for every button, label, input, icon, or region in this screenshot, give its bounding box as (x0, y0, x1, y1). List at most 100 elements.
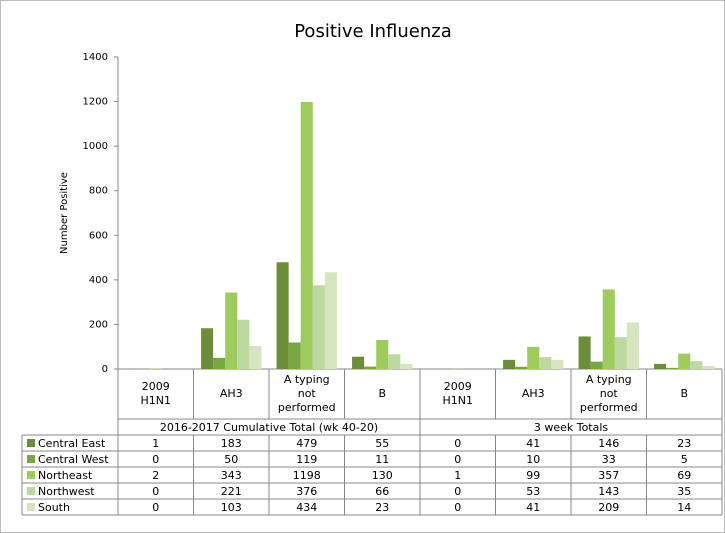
table-value: 66 (375, 485, 389, 498)
table-value: 146 (598, 437, 619, 450)
table-value: 0 (454, 501, 461, 514)
table-value: 11 (375, 453, 389, 466)
table-value: 376 (296, 485, 317, 498)
x-tick-label: B (680, 387, 689, 400)
table-value: 1 (152, 437, 159, 450)
table-value: 0 (152, 501, 159, 514)
bar (539, 357, 552, 369)
category-cell: AH3 (219, 387, 243, 400)
legend-swatch (27, 487, 35, 495)
category-cell: 2009 H1N1 (140, 380, 172, 407)
y-tick-label: 200 (89, 319, 108, 330)
bar (527, 346, 540, 369)
x-tick-label: AH3 (521, 387, 545, 400)
y-axis-label: Number Positive (59, 172, 70, 254)
x-tick-label: A typing not performed (277, 373, 336, 414)
table-value: 41 (526, 501, 540, 514)
category-cell: A typing not performed (277, 373, 336, 414)
bar (364, 366, 377, 369)
category-cell: 2009 H1N1 (443, 380, 474, 407)
bar (578, 336, 591, 369)
group-label: 2016-2017 Cumulative Total (wk 40-20) (160, 421, 378, 434)
legend-swatch (27, 455, 35, 463)
table-value: 0 (454, 437, 461, 450)
legend-label: Northeast (38, 469, 93, 482)
y-tick-label: 400 (89, 275, 108, 286)
table-value: 183 (221, 437, 242, 450)
legend-label: South (38, 501, 70, 514)
table-value: 69 (677, 469, 691, 482)
chart-title: Positive Influenza (294, 21, 452, 42)
y-tick-label: 1200 (83, 97, 108, 108)
table-value: 0 (152, 485, 159, 498)
table-value: 0 (454, 485, 461, 498)
bar (690, 361, 703, 369)
legend-swatch (27, 503, 35, 511)
table-value: 14 (677, 501, 691, 514)
bar (376, 340, 389, 369)
table-value: 1198 (293, 469, 321, 482)
bar (666, 367, 679, 369)
bar (551, 359, 564, 369)
bar (288, 342, 301, 369)
table-value: 434 (296, 501, 317, 514)
table-value: 35 (677, 485, 691, 498)
table-value: 0 (454, 453, 461, 466)
category-cell: A typing not performed (580, 373, 638, 414)
table-value: 50 (224, 453, 238, 466)
table-value: 479 (296, 437, 317, 450)
y-tick-label: 0 (102, 364, 108, 375)
y-tick-label: 1000 (83, 141, 108, 152)
category-cell: B (680, 387, 689, 400)
bar (503, 359, 516, 369)
table-value: 23 (677, 437, 691, 450)
group-label: 3 week Totals (534, 421, 609, 434)
table-value: 41 (526, 437, 540, 450)
bar (213, 357, 226, 369)
table-value: 119 (296, 453, 317, 466)
bar (312, 285, 325, 369)
table-value: 55 (375, 437, 389, 450)
bar (201, 328, 214, 369)
bar (590, 361, 603, 369)
table-value: 99 (526, 469, 540, 482)
table-value: 33 (602, 453, 616, 466)
table-value: 5 (681, 453, 688, 466)
table-value: 53 (526, 485, 540, 498)
table-value: 2 (152, 469, 159, 482)
table-value: 10 (526, 453, 540, 466)
bar (388, 354, 401, 369)
legend-label: Central East (38, 437, 106, 450)
bar (678, 353, 691, 369)
table-value: 1 (454, 469, 461, 482)
table-value: 103 (221, 501, 242, 514)
table-value: 23 (375, 501, 389, 514)
y-tick-label: 600 (89, 230, 108, 241)
table-value: 221 (221, 485, 242, 498)
table-value: 209 (598, 501, 619, 514)
legend-swatch (27, 439, 35, 447)
bar (702, 365, 715, 369)
table-value: 343 (221, 469, 242, 482)
bar (352, 356, 365, 369)
table-value: 143 (598, 485, 619, 498)
x-tick-label: AH3 (219, 387, 243, 400)
y-tick-label: 800 (89, 186, 108, 197)
table-value: 357 (598, 469, 619, 482)
bar (225, 292, 238, 369)
bar (300, 102, 313, 369)
category-cell: B (378, 387, 387, 400)
y-tick-label: 1400 (83, 52, 108, 63)
bar (400, 363, 413, 369)
bar (249, 346, 262, 369)
x-tick-label: 2009 H1N1 (140, 380, 172, 407)
bar (324, 272, 337, 369)
bar (276, 262, 289, 369)
table-value: 0 (152, 453, 159, 466)
legend-label: Northwest (38, 485, 95, 498)
bar (515, 366, 528, 369)
legend-label: Central West (38, 453, 109, 466)
x-tick-label: B (378, 387, 387, 400)
